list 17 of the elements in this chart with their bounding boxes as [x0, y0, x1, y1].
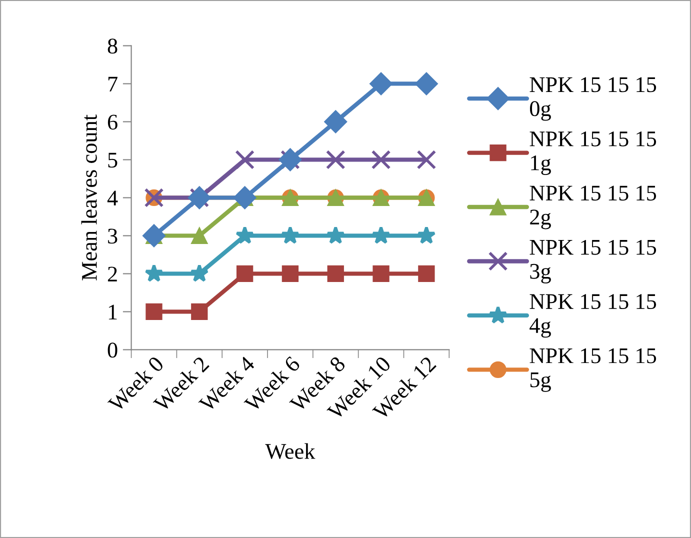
legend-label: NPK 15 15 15 4g — [530, 294, 656, 338]
legend-label: NPK 15 15 15 1g — [530, 131, 656, 175]
y-tick-label: 2 — [108, 266, 117, 282]
y-tick-label: 0 — [108, 342, 118, 358]
y-axis-title: Mean leaves count — [81, 114, 97, 280]
y-tick-label: 8 — [108, 38, 118, 54]
y-tick-label: 1 — [108, 304, 117, 320]
legend-label: NPK 15 15 15 5g — [530, 348, 656, 392]
y-tick-label: 5 — [108, 152, 118, 168]
y-tick-label: 7 — [108, 76, 118, 92]
y-tick-label: 3 — [108, 228, 118, 244]
legend-label: NPK 15 15 15 2g — [530, 186, 656, 230]
x-axis-title: Week — [265, 443, 316, 460]
legend-label: NPK 15 15 15 0g — [530, 77, 656, 121]
legend-label: NPK 15 15 15 3g — [530, 240, 656, 284]
y-tick-label: 4 — [107, 190, 118, 206]
y-tick-label: 6 — [108, 114, 118, 130]
